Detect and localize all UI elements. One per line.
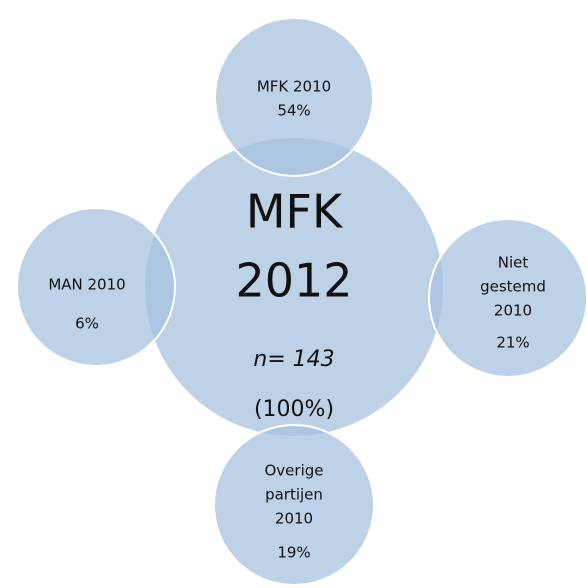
center-share: (100%): [254, 397, 334, 422]
node-label: gestemd: [480, 278, 546, 296]
center-n: n= 143: [253, 347, 334, 372]
node-share: 19%: [277, 544, 310, 562]
center-label: 2012: [235, 254, 352, 308]
node-label: Overige: [265, 462, 324, 480]
node-circle: [16, 207, 176, 367]
node-label: 2010: [275, 510, 313, 528]
node-share: 54%: [277, 102, 310, 120]
node-label: Niet: [498, 254, 529, 272]
node-circle: [213, 424, 375, 586]
node-label: MFK 2010: [257, 78, 331, 96]
node-share: 21%: [496, 334, 529, 352]
node-circle: [214, 17, 374, 177]
node-label: MAN 2010: [48, 276, 125, 294]
node-circle: [428, 218, 587, 378]
node-label: partijen: [265, 486, 323, 504]
node-label: 2010: [494, 302, 532, 320]
center-label: MFK: [246, 185, 344, 239]
node-share: 6%: [75, 315, 99, 333]
